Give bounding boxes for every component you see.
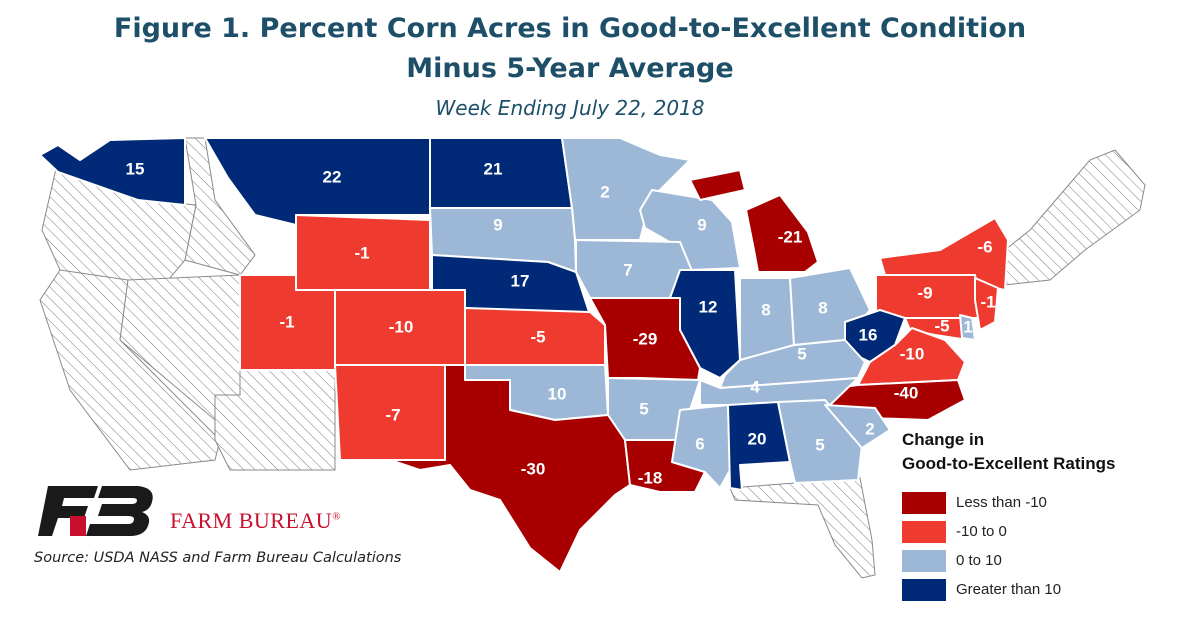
state-value-wa: 15 (126, 159, 145, 178)
legend-label: 0 to 10 (956, 552, 1002, 569)
state-value-co: -10 (389, 317, 414, 336)
legend: Change in Good-to-Excellent Ratings Less… (902, 428, 1182, 604)
state-tn (699, 377, 859, 406)
state-value-in: 8 (761, 300, 770, 319)
state-value-tx: -30 (521, 459, 546, 478)
state-florida (729, 477, 876, 579)
state-value-nc: -40 (894, 383, 919, 402)
state-value-ms: 6 (695, 434, 704, 453)
state-new-england (1004, 149, 1146, 286)
state-value-nm: -7 (385, 405, 400, 424)
legend-item-less-than-minus-10: Less than -10 (902, 488, 1182, 517)
state-value-de: 1 (963, 317, 972, 336)
state-idaho-north (184, 137, 256, 276)
state-value-ky: 5 (797, 344, 806, 363)
legend-item-minus-10-to-0: -10 to 0 (902, 517, 1182, 546)
state-value-ks: -5 (530, 327, 545, 346)
state-wa (39, 137, 186, 206)
legend-title-line-2: Good-to-Excellent Ratings (902, 454, 1116, 473)
state-md (904, 317, 969, 341)
legend-item-greater-than-10: Greater than 10 (902, 575, 1182, 604)
state-value-ny: -6 (977, 237, 992, 256)
brand-mark: ® (332, 510, 342, 523)
legend-title: Change in Good-to-Excellent Ratings (902, 428, 1182, 476)
state-value-al: 20 (748, 429, 767, 448)
state-mi (689, 169, 819, 273)
state-value-wv: 16 (859, 325, 878, 344)
state-value-md: -5 (934, 316, 949, 335)
state-value-id: -1 (354, 243, 369, 262)
legend-label: -10 to 0 (956, 523, 1007, 540)
chart-title-line-1: Figure 1. Percent Corn Acres in Good-to-… (113, 13, 1027, 44)
state-value-ut: -1 (279, 312, 294, 331)
source-note: Source: USDA NASS and Farm Bureau Calcul… (34, 550, 402, 566)
state-de (959, 314, 976, 341)
state-value-mo: -29 (633, 329, 658, 348)
state-value-ar: 5 (639, 399, 648, 418)
state-mt (204, 137, 431, 226)
state-value-mn: 2 (600, 182, 609, 201)
chart-title-line-2: Minus 5-Year Average (406, 53, 734, 84)
state-value-wi: 9 (697, 215, 706, 234)
state-ky (719, 339, 866, 389)
state-value-ok: 10 (548, 384, 567, 403)
state-value-sd: 9 (493, 215, 502, 234)
state-value-sc: 2 (865, 419, 874, 438)
legend-title-line-1: Change in (902, 430, 985, 449)
state-value-tn: 4 (750, 377, 760, 396)
state-value-va: -10 (900, 344, 925, 363)
state-value-il: 12 (699, 297, 718, 316)
legend-item-0-to-10: 0 to 10 (902, 546, 1182, 575)
state-value-ga: 5 (815, 435, 824, 454)
legend-swatch (902, 491, 946, 514)
state-value-nj: -1 (980, 292, 995, 311)
state-value-pa: -9 (917, 283, 932, 302)
legend-swatch (902, 549, 946, 572)
state-nj (974, 277, 999, 331)
legend-swatch (902, 520, 946, 543)
state-value-mi: -21 (778, 227, 803, 246)
legend-label: Greater than 10 (956, 581, 1062, 598)
state-value-ne: 17 (511, 271, 530, 290)
farm-bureau-logo-icon (38, 486, 153, 536)
chart-subtitle: Week Ending July 22, 2018 (435, 96, 705, 120)
legend-swatch (902, 578, 946, 601)
state-value-mt: 22 (323, 167, 342, 186)
state-value-nd: 21 (484, 159, 503, 178)
state-value-la: -18 (638, 468, 663, 487)
state-value-ia: 7 (623, 260, 632, 279)
state-value-oh: 8 (818, 298, 827, 317)
states-layer (39, 137, 1009, 573)
state-tx (389, 364, 631, 573)
state-labels: 15 22 21 2 9 9 -21 -6 -1 17 7 12 8 8 -9 -1 16 -5 1 -10 5 -1 -1… (126, 159, 996, 487)
state-ks (464, 307, 606, 366)
brand-text: FARM BUREAU (170, 508, 333, 533)
state-arizona (214, 369, 336, 471)
brand-name: FARM BUREAU® (170, 508, 341, 534)
legend-label: Less than -10 (956, 494, 1047, 511)
state-sc (824, 404, 891, 449)
